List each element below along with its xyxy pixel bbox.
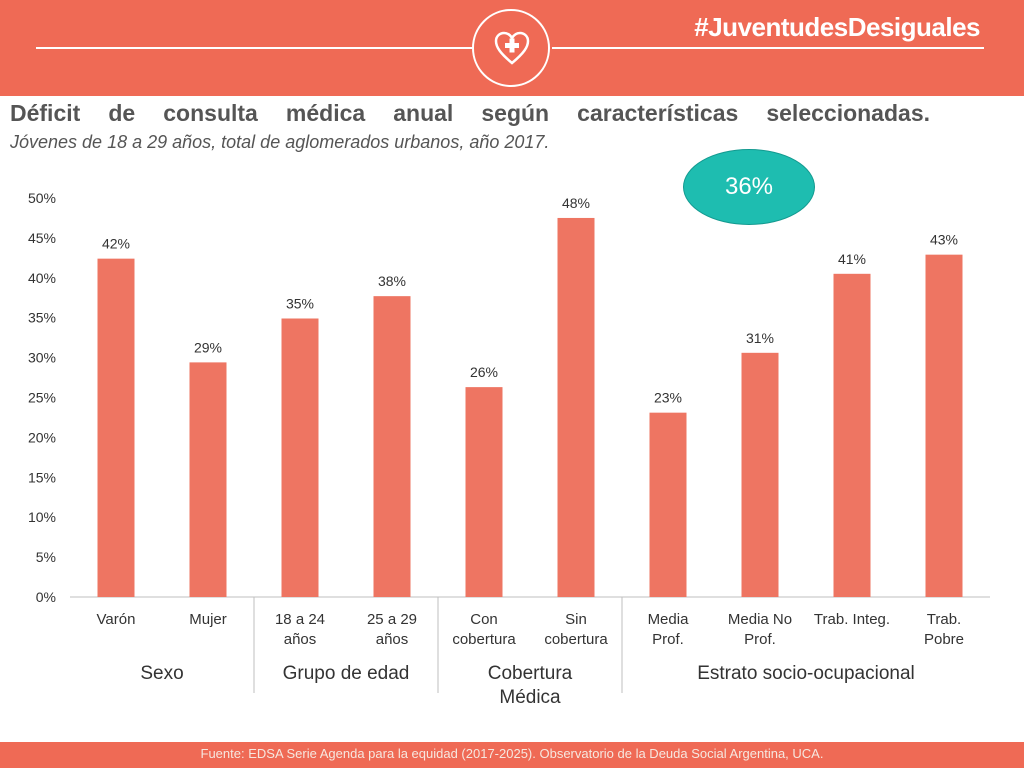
bar xyxy=(649,412,687,597)
y-tick-label: 10% xyxy=(28,509,56,525)
bar xyxy=(925,254,963,597)
bar-value-label: 48% xyxy=(562,195,590,211)
x-tick-label: 18 a 24 xyxy=(275,611,325,628)
bar xyxy=(97,258,135,597)
y-tick-label: 30% xyxy=(28,350,56,366)
x-tick-label: Sin xyxy=(565,611,587,628)
x-tick-label: Media xyxy=(648,611,690,628)
source-footer: Fuente: EDSA Serie Agenda para la equida… xyxy=(0,742,1024,768)
bar xyxy=(741,352,779,597)
heart-cross-icon xyxy=(472,9,550,87)
header-banner: #JuventudesDesiguales xyxy=(0,0,1024,96)
bar-chart: 0% 5% 10% 15% 20% 25% 30% 35% 40% 45% 50% 42% Varón 2… xyxy=(28,190,990,708)
bar-value-label: 43% xyxy=(930,232,958,248)
bar-value-label: 41% xyxy=(838,251,866,267)
group-label: Grupo de edad xyxy=(283,663,410,684)
x-tick-label: Prof. xyxy=(652,631,684,648)
bar xyxy=(833,273,871,597)
x-tick-label: Prof. xyxy=(744,631,776,648)
bar-value-label: 38% xyxy=(378,273,406,289)
bar xyxy=(465,387,503,597)
x-tick-label: Trab. Integ. xyxy=(814,611,890,628)
group-label: Médica xyxy=(499,687,561,708)
x-tick-label: Pobre xyxy=(924,631,964,648)
x-tick-label: Mujer xyxy=(189,611,227,628)
y-tick-label: 5% xyxy=(36,549,56,565)
y-tick-label: 15% xyxy=(28,469,56,485)
group-label: Cobertura xyxy=(488,663,573,684)
x-tick-label: Media No xyxy=(728,611,792,628)
average-badge: 36% xyxy=(683,149,815,225)
bar xyxy=(373,296,411,597)
page-subtitle: Jóvenes de 18 a 29 años, total de aglome… xyxy=(10,132,550,152)
x-tick-label: años xyxy=(376,631,409,648)
x-tick-label: Trab. xyxy=(927,611,961,628)
y-tick-label: 25% xyxy=(28,390,56,406)
bar-value-label: 26% xyxy=(470,364,498,380)
bar xyxy=(281,318,319,597)
hashtag-label: #JuventudesDesiguales xyxy=(694,12,980,42)
x-tick-label: Varón xyxy=(97,611,136,628)
group-label: Sexo xyxy=(140,663,183,684)
y-tick-label: 0% xyxy=(36,589,56,605)
header-divider-right xyxy=(552,47,984,49)
group-label: Estrato socio-ocupacional xyxy=(697,663,915,684)
bar-value-label: 23% xyxy=(654,390,682,406)
y-tick-label: 20% xyxy=(28,429,56,445)
bar xyxy=(189,362,227,597)
x-tick-label: Con xyxy=(470,611,498,628)
bar-value-label: 35% xyxy=(286,295,314,311)
header-divider-left xyxy=(36,47,472,49)
bar-value-label: 29% xyxy=(194,339,222,355)
bar-value-label: 42% xyxy=(102,236,130,252)
x-tick-label: cobertura xyxy=(544,631,608,648)
x-tick-label: años xyxy=(284,631,317,648)
x-tick-label: 25 a 29 xyxy=(367,611,417,628)
y-tick-label: 40% xyxy=(28,270,56,286)
y-tick-label: 35% xyxy=(28,310,56,326)
page-title: Déficit de consulta médica anual según c… xyxy=(10,100,930,126)
bar-value-label: 31% xyxy=(746,330,774,346)
y-tick-label: 45% xyxy=(28,230,56,246)
y-tick-label: 50% xyxy=(28,190,56,206)
bar xyxy=(557,217,595,597)
x-tick-label: cobertura xyxy=(452,631,516,648)
